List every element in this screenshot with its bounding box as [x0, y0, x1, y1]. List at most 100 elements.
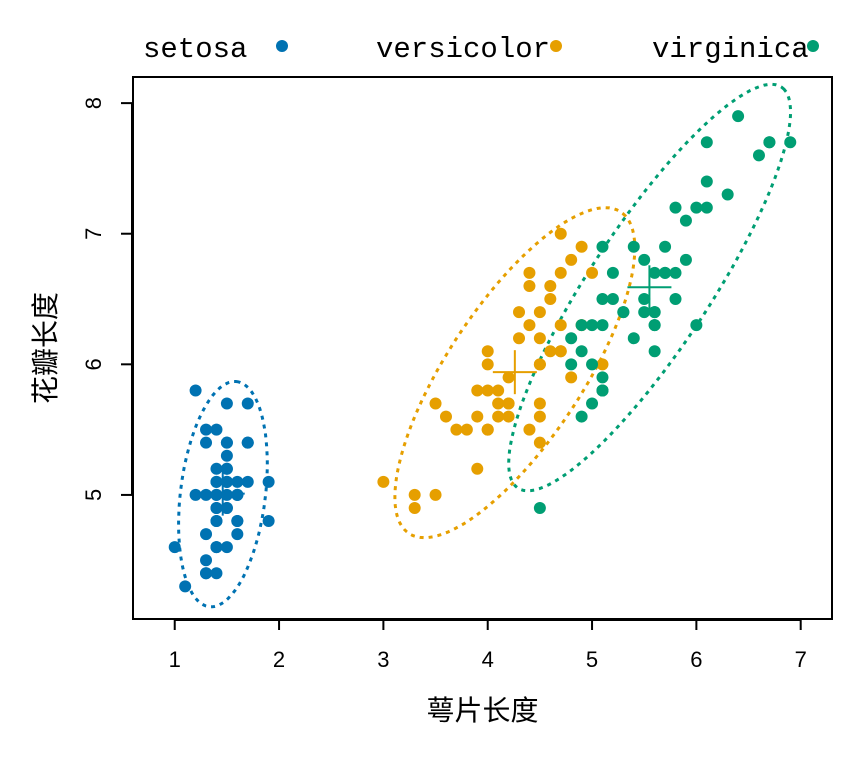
- point-setosa: [220, 501, 233, 514]
- point-versicolor: [544, 279, 557, 292]
- point-virginica: [627, 240, 640, 253]
- point-setosa: [210, 501, 223, 514]
- legend-marker-versicolor: [550, 40, 562, 52]
- point-versicolor: [596, 358, 609, 371]
- point-virginica: [638, 253, 651, 266]
- point-versicolor: [533, 397, 546, 410]
- ellipse-setosa: [177, 380, 269, 609]
- data-points: [168, 110, 797, 593]
- x-tick-label: 4: [482, 647, 494, 672]
- point-versicolor: [544, 345, 557, 358]
- y-tick-label: 7: [81, 228, 106, 240]
- point-virginica: [606, 266, 619, 279]
- point-setosa: [231, 515, 244, 528]
- point-versicolor: [513, 306, 526, 319]
- point-versicolor: [429, 488, 442, 501]
- x-tick-label: 2: [273, 647, 285, 672]
- point-setosa: [179, 580, 192, 593]
- point-versicolor: [533, 358, 546, 371]
- point-virginica: [638, 306, 651, 319]
- point-setosa: [241, 436, 254, 449]
- point-virginica: [596, 384, 609, 397]
- ellipse-virginica: [507, 82, 793, 493]
- point-versicolor: [481, 384, 494, 397]
- point-versicolor: [492, 410, 505, 423]
- point-setosa: [231, 528, 244, 541]
- point-versicolor: [492, 384, 505, 397]
- point-versicolor: [481, 423, 494, 436]
- point-virginica: [659, 266, 672, 279]
- x-axis-title: 萼片长度: [426, 694, 538, 727]
- point-versicolor: [554, 227, 567, 240]
- point-versicolor: [471, 410, 484, 423]
- point-versicolor: [554, 266, 567, 279]
- point-virginica: [586, 397, 599, 410]
- ellipse-versicolor: [393, 206, 637, 540]
- point-setosa: [200, 436, 213, 449]
- y-tick-label: 6: [81, 358, 106, 370]
- point-virginica: [732, 110, 745, 123]
- point-virginica: [565, 358, 578, 371]
- point-setosa: [220, 397, 233, 410]
- y-tick-label: 8: [81, 97, 106, 109]
- legend-label-virginica: virginica: [652, 33, 809, 66]
- point-virginica: [700, 175, 713, 188]
- point-versicolor: [523, 266, 536, 279]
- point-versicolor: [450, 423, 463, 436]
- y-axis-title: 花瓣长度: [29, 292, 62, 404]
- point-setosa: [220, 449, 233, 462]
- legend-marker-virginica: [807, 40, 819, 52]
- point-versicolor: [408, 501, 421, 514]
- point-virginica: [648, 266, 661, 279]
- point-virginica: [752, 149, 765, 162]
- point-setosa: [200, 488, 213, 501]
- point-versicolor: [554, 319, 567, 332]
- point-virginica: [690, 319, 703, 332]
- point-versicolor: [429, 397, 442, 410]
- point-setosa: [231, 488, 244, 501]
- point-virginica: [606, 293, 619, 306]
- point-versicolor: [439, 410, 452, 423]
- point-versicolor: [408, 488, 421, 501]
- point-versicolor: [554, 345, 567, 358]
- x-tick-label: 5: [586, 647, 598, 672]
- point-virginica: [565, 332, 578, 345]
- point-setosa: [220, 475, 233, 488]
- point-setosa: [189, 488, 202, 501]
- point-versicolor: [460, 423, 473, 436]
- point-virginica: [659, 240, 672, 253]
- x-tick-label: 7: [795, 647, 807, 672]
- point-setosa: [210, 475, 223, 488]
- legend: setosa versicolor virginica: [143, 33, 819, 66]
- x-axis: 1 2 3 4 5 6 7: [169, 619, 807, 672]
- point-versicolor: [523, 319, 536, 332]
- point-virginica: [669, 266, 682, 279]
- point-setosa: [189, 384, 202, 397]
- point-setosa: [210, 567, 223, 580]
- point-versicolor: [377, 475, 390, 488]
- point-virginica: [596, 371, 609, 384]
- point-versicolor: [533, 436, 546, 449]
- point-setosa: [200, 567, 213, 580]
- point-setosa: [220, 541, 233, 554]
- point-virginica: [784, 136, 797, 149]
- point-versicolor: [481, 345, 494, 358]
- point-setosa: [262, 475, 275, 488]
- point-setosa: [231, 475, 244, 488]
- legend-label-versicolor: versicolor: [376, 33, 550, 66]
- point-virginica: [627, 332, 640, 345]
- point-versicolor: [502, 397, 515, 410]
- point-virginica: [763, 136, 776, 149]
- point-setosa: [210, 515, 223, 528]
- legend-label-setosa: setosa: [143, 33, 247, 66]
- point-versicolor: [586, 266, 599, 279]
- point-versicolor: [544, 293, 557, 306]
- point-virginica: [648, 345, 661, 358]
- point-virginica: [690, 201, 703, 214]
- point-virginica: [586, 358, 599, 371]
- x-tick-label: 6: [690, 647, 702, 672]
- point-versicolor: [533, 332, 546, 345]
- point-virginica: [648, 306, 661, 319]
- point-virginica: [700, 136, 713, 149]
- point-versicolor: [492, 397, 505, 410]
